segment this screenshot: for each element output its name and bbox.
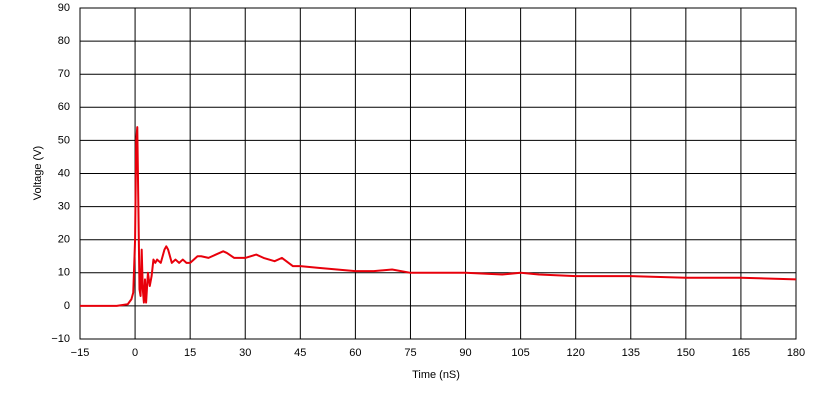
y-tick-label: 40	[58, 167, 70, 179]
y-tick-label: 0	[64, 300, 70, 312]
x-tick-label: 45	[294, 347, 306, 359]
x-tick-label: 165	[732, 347, 750, 359]
x-tick-label: 135	[622, 347, 640, 359]
y-tick-label: −10	[51, 333, 70, 345]
y-tick-label: 10	[58, 267, 70, 279]
y-axis-label: Voltage (V)	[32, 146, 44, 200]
y-tick-label: 60	[58, 101, 70, 113]
x-tick-label: 0	[132, 347, 138, 359]
x-tick-label: 75	[404, 347, 416, 359]
y-tick-label: 80	[58, 35, 70, 47]
x-tick-label: −15	[71, 347, 90, 359]
x-tick-label: 15	[184, 347, 196, 359]
x-tick-label: 120	[567, 347, 585, 359]
x-tick-label: 60	[349, 347, 361, 359]
y-tick-label: 50	[58, 134, 70, 146]
x-tick-label: 150	[677, 347, 695, 359]
x-axis-label: Time (nS)	[412, 369, 460, 381]
y-tick-label: 90	[58, 2, 70, 14]
x-tick-label: 105	[511, 347, 529, 359]
data-line	[80, 126, 797, 307]
y-tick-label: 30	[58, 201, 70, 213]
y-tick-label: 20	[58, 234, 70, 246]
y-tick-label: 70	[58, 68, 70, 80]
x-tick-label: 30	[239, 347, 251, 359]
plot-frame	[79, 7, 797, 340]
x-tick-label: 90	[459, 347, 471, 359]
x-tick-label: 180	[787, 347, 805, 359]
